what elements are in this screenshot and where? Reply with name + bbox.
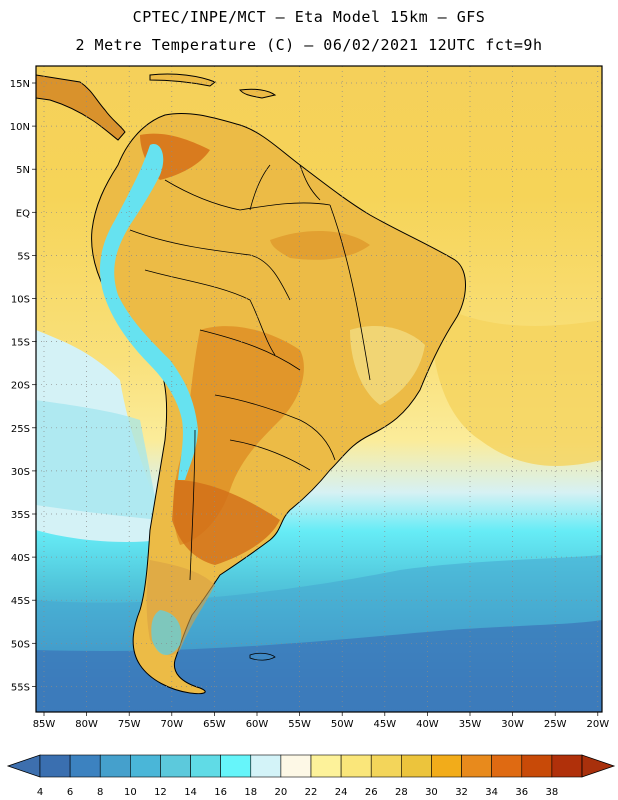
colorbar-label: 6 [67, 787, 73, 798]
colorbar-swatch [491, 754, 523, 778]
colorbar-swatch [340, 754, 372, 778]
lat-tick-label: 10S [11, 295, 30, 306]
colorbar-swatch [250, 754, 282, 778]
lat-tick-label: 40S [11, 553, 30, 564]
lat-tick-label: 5N [16, 165, 30, 176]
lat-tick-label: 15N [10, 79, 30, 90]
colorbar-label: 10 [124, 787, 137, 798]
lon-tick-label: 45W [373, 719, 396, 730]
lat-tick-label: 45S [11, 596, 30, 607]
lon-tick-label: 60W [246, 719, 269, 730]
andes-cold-strip [99, 144, 198, 480]
map-frame [35, 65, 603, 713]
atlantic-warm-bulge [430, 300, 602, 466]
lon-tick-label: 85W [33, 719, 56, 730]
pampas-hot-zone [172, 480, 280, 565]
colorbar-label: 14 [184, 787, 197, 798]
graticule [32, 66, 602, 716]
map-field [36, 66, 602, 712]
colorbar-label: 22 [305, 787, 318, 798]
colorbar-label: 24 [335, 787, 348, 798]
colorbar-swatch [401, 754, 432, 778]
brazil-highlands-mild [350, 325, 425, 405]
colorbar-label: 20 [275, 787, 288, 798]
lat-tick-label: 10N [10, 122, 30, 133]
country-borders [129, 164, 371, 581]
lat-tick-label: 35S [11, 510, 30, 521]
colorbar-label: 34 [485, 787, 498, 798]
longitude-axis: 85W 80W 75W 70W 65W 60W 55W 50W 45W 40W 35W 30W 25W 2… [33, 719, 610, 730]
colorbar-swatch [431, 754, 462, 778]
lat-tick-label: 20S [11, 381, 30, 392]
map-title: CPTEC/INPE/MCT — Eta Model 15km — GFS [132, 8, 486, 26]
colorbar-swatch [220, 754, 252, 778]
lon-tick-label: 65W [203, 719, 226, 730]
colorbar-swatch [99, 754, 131, 778]
colorbar-label: 28 [395, 787, 408, 798]
colorbar-label: 16 [214, 787, 227, 798]
lat-tick-label: 15S [11, 338, 30, 349]
colorbar-high-arrow [581, 754, 616, 778]
lon-tick-label: 20W [586, 719, 609, 730]
colorbar-swatch [551, 754, 583, 778]
colorbar-label: 18 [244, 787, 257, 798]
colorbar-swatch [69, 754, 101, 778]
colorbar-swatch [39, 754, 71, 778]
colorbar-swatch [160, 754, 191, 778]
colorbar-swatch [461, 754, 492, 778]
lon-tick-label: 30W [501, 719, 524, 730]
lon-tick-label: 55W [288, 719, 311, 730]
lon-tick-label: 25W [544, 719, 567, 730]
colorbar-swatch [521, 754, 553, 778]
lon-tick-label: 35W [459, 719, 482, 730]
colorbar-label: 12 [154, 787, 167, 798]
colorbar-label: 32 [455, 787, 468, 798]
lon-tick-label: 70W [160, 719, 183, 730]
lon-tick-label: 80W [75, 719, 98, 730]
lat-tick-label: 50S [11, 639, 30, 650]
colorbar-label: 4 [37, 787, 43, 798]
colorbar-label: 26 [365, 787, 378, 798]
map-subtitle: 2 Metre Temperature (C) — 06/02/2021 12U… [75, 36, 543, 54]
colorbar-swatch [280, 754, 312, 778]
colorbar-label: 30 [425, 787, 438, 798]
lon-tick-label: 50W [331, 719, 354, 730]
cuba-land [149, 73, 216, 87]
latitude-axis: 15N 10N 5N EQ 5S 10S 15S 20S 25S 30S 35S 40S 45S 50S 5… [10, 79, 30, 693]
colorbar-label: 38 [546, 787, 559, 798]
hispaniola-land [239, 88, 277, 99]
patagonia-cold [151, 610, 182, 656]
colorbar-swatch [130, 754, 161, 778]
lat-tick-label: EQ [16, 208, 30, 219]
central-america-land [36, 74, 126, 141]
colorbar-swatch [190, 754, 221, 778]
lat-tick-label: 55S [11, 682, 30, 693]
lat-tick-label: 25S [11, 424, 30, 435]
lon-tick-label: 40W [416, 719, 439, 730]
colorbar-swatch [370, 754, 402, 778]
colorbar-label: 36 [515, 787, 528, 798]
colorbar: 4 6 8 10 12 14 16 18 20 22 24 26 28 30 32 34 36 38 [6, 754, 616, 798]
lon-tick-label: 75W [118, 719, 141, 730]
falkland-islands [249, 652, 276, 661]
colorbar-low-arrow [6, 754, 41, 778]
colorbar-swatch [310, 754, 342, 778]
pacific-cold-tongue [36, 400, 160, 520]
colorbar-label: 8 [97, 787, 103, 798]
lat-tick-label: 30S [11, 467, 30, 478]
lat-tick-label: 5S [17, 251, 30, 262]
